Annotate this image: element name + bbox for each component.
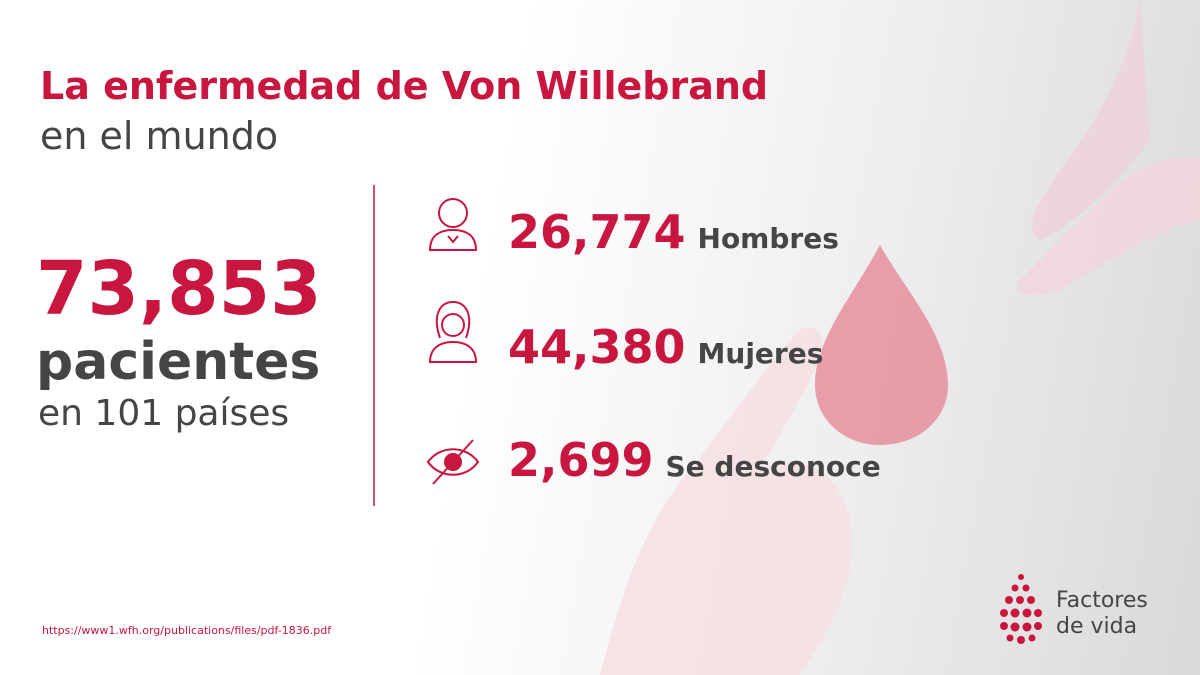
icon-man: [428, 198, 478, 251]
stat-label: Se desconoce: [665, 450, 881, 483]
stat-number: 26,774: [508, 205, 686, 259]
subtitle: en el mundo: [40, 114, 279, 158]
title: La enfermedad de Von Willebrand: [40, 64, 769, 108]
logo-line: de vida: [1056, 614, 1138, 639]
stat-row: 2,699 Se desconoce: [508, 433, 881, 487]
source: https://www1.wfh.org/publications/files/…: [42, 624, 332, 637]
stat-number: 2,699: [508, 433, 654, 487]
stat-label: Hombres: [697, 222, 839, 255]
icon-woman: [428, 300, 478, 363]
stat-row: 26,774 Hombres: [508, 205, 839, 259]
stat-row: 44,380 Mujeres: [508, 320, 823, 374]
logo-text: Factores de vida: [1056, 588, 1148, 640]
total-scope: en 101 países: [38, 393, 290, 434]
icon-unknown: [426, 439, 480, 485]
logo-line: Factores: [1056, 588, 1148, 613]
stat-label: Mujeres: [697, 337, 824, 370]
total-unit: pacientes: [36, 332, 321, 392]
logo-mark: [1000, 574, 1042, 644]
stat-number: 44,380: [508, 320, 686, 374]
total-number: 73,853: [36, 246, 322, 332]
